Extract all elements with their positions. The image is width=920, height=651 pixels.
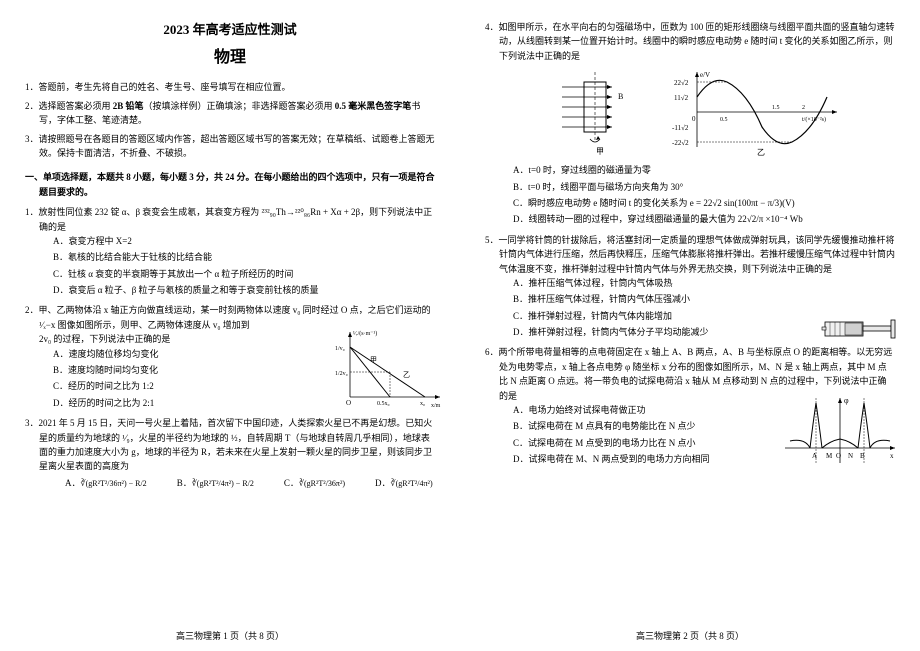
q5-stem: 5．一同学将针筒的针拔除后，将活塞封闭一定质量的理想气体做成弹射玩具，该同学先缓… [499,233,895,276]
q3-opt-d: D．∛(gR²T²/4π²) [375,476,433,491]
q2-label-yi: 乙 [403,371,410,379]
q1-opt-a: A．衰变方程中 X=2 [39,234,435,248]
instruction-2: 2．选择题答案必须用 2B 铅笔（按填涂样例）正确填涂；非选择题答案必须用 0.… [25,99,435,128]
instr2-b2: 0.5 毫米黑色签字笔 [333,101,412,111]
page-2: 4．如图甲所示，在水平向右的匀强磁场中，匝数为 100 匝的矩形线圈绕与线圈平面… [460,0,920,651]
q1-opt-b: B．氡核的比结合能大于钍核的比结合能 [39,250,435,264]
q2-xlabel: x/m [431,403,441,409]
q6-label-n: N [848,452,853,460]
q6-label-m: M [826,452,833,460]
q3-opt-c: C．∛(gR²T²/36π²) [284,476,345,491]
q4-ytick3: -11√2 [672,124,689,132]
instruction-1: 1．答题前，考生先将自己的姓名、考生号、座号填写在相应位置。 [25,80,435,94]
q4-xtick2: 1.5 [772,105,780,111]
q4-ytick2: 11√2 [674,94,689,102]
footer-page-2: 高三物理第 2 页（共 8 页） [460,629,920,643]
q4-stem: 4．如图甲所示，在水平向右的匀强磁场中，匝数为 100 匝的矩形线圈绕与线圈平面… [499,20,895,63]
q1-stem: 1．放射性同位素 232 锭 α、β 衰变会生成氡，其衰变方程为 ²³²₉₀Th… [39,205,435,234]
question-1: 1．放射性同位素 232 锭 α、β 衰变会生成氡，其衰变方程为 ²³²₉₀Th… [25,205,435,297]
q4-xtick1: 0.5 [720,117,728,123]
q4-opt-c: C．瞬时感应电动势 e 随时间 t 的变化关系为 e = 22√2 sin(10… [499,196,895,210]
q4-opt-a: A．t=0 时，穿过线圈的磁通量为零 [499,163,895,177]
q6-label-a: A [812,452,817,460]
q5-opt-b: B．推杆压缩气体过程，针筒内气体压强减小 [499,292,895,306]
q6-xlabel: x [890,452,894,460]
q2-ylabel: ¹⁄ᵥ/(s·m⁻¹) [353,330,377,337]
q2-figure: 甲 乙 1/v₀ 1/2v₀ O 0.5x₀ x₀ x/m ¹⁄ᵥ/(s·m⁻¹… [335,327,445,412]
q4-origin: 0 [692,115,696,123]
q4-label-jia: 甲 [596,147,604,156]
q6-ylabel: φ [844,396,849,405]
instr2-mid: （按填涂样例）正确填涂；非选择题答案必须用 [144,101,333,111]
q6-chart-svg: A M O N B x φ [780,393,900,468]
question-6: 6．两个所带电荷量相等的点电荷固定在 x 轴上 A、B 两点，A、B 与坐标原点… [485,345,895,466]
q3-stem: 3．2021 年 5 月 15 日，天问一号火星上着陆，首次留下中国印迹，人类探… [39,416,435,474]
q3-opt-b: B．∛(gR²T²/4π²) − R/2 [177,476,254,491]
question-5: 5．一同学将针筒的针拔除后，将活塞封闭一定质量的理想气体做成弹射玩具，该同学先缓… [485,233,895,340]
q4-opt-d: D．线圈转动一圈的过程中，穿过线圈磁通量的最大值为 22√2/π ×10⁻⁴ W… [499,212,895,226]
q2-xtick2: x₀ [420,401,425,407]
q4-xlabel: t/(×10⁻²s) [802,116,826,123]
q4-fig-left: B 甲 [552,67,652,157]
q2-chart-svg: 甲 乙 1/v₀ 1/2v₀ O 0.5x₀ x₀ x/m ¹⁄ᵥ/(s·m⁻¹… [335,327,445,412]
q1-opt-d: D．衰变后 α 粒子、β 粒子与氡核的质量之和等于衰变前钍核的质量 [39,283,435,297]
question-4: 4．如图甲所示，在水平向右的匀强磁场中，匝数为 100 匝的矩形线圈绕与线圈平面… [485,20,895,227]
instr2-b1: 2B 铅笔 [111,101,144,111]
q4-figures: B 甲 22√2 11√2 -11√2 -22√2 0 0.5 1.5 2 [499,67,895,157]
q6-figure: A M O N B x φ [780,393,900,468]
q2-xtick1: 0.5x₀ [377,401,390,407]
title-main: 2023 年高考适应性测试 [25,20,435,41]
q6-label-b: B [860,452,865,460]
page-1: 2023 年高考适应性测试 物理 1．答题前，考生先将自己的姓名、考生号、座号填… [0,0,460,651]
q4-xtick3: 2 [802,105,805,111]
section-1-head: 一、单项选择题，本题共 8 小题，每小题 3 分，共 24 分。在每小题给出的四… [25,170,435,199]
title-sub: 物理 [25,45,435,71]
q3-opt-a: A．∛(gR²T²/36π²) − R/2 [65,476,147,491]
q4-fig-right: 22√2 11√2 -11√2 -22√2 0 0.5 1.5 2 t/(×10… [672,67,842,157]
footer-page-1: 高三物理第 1 页（共 8 页） [0,629,460,643]
q1-opt-c: C．钍核 α 衰变的半衰期等于其放出一个 α 粒子所经历的时间 [39,267,435,281]
question-2: 2．甲、乙两物体沿 x 轴正方向做直线运动，某一时刻两物体以速度 v₀ 同时经过… [25,303,435,410]
q2-ytick1: 1/v₀ [335,346,345,352]
q4-label-b: B [618,92,623,101]
question-3: 3．2021 年 5 月 15 日，天问一号火星上着陆，首次留下中国印迹，人类探… [25,416,435,490]
q2-origin: O [346,399,351,407]
q3-opts: A．∛(gR²T²/36π²) − R/2 B．∛(gR²T²/4π²) − R… [39,476,435,491]
q4-ylabel: e/V [700,71,710,79]
instr2-pre: 2．选择题答案必须用 [25,101,111,111]
q4-opt-b: B．t=0 时，线圈平面与磁场方向夹角为 30° [499,180,895,194]
q4-ytick4: -22√2 [672,139,689,147]
q4-ytick1: 22√2 [674,79,689,87]
q2-label-jia: 甲 [370,356,377,364]
q6-label-o: O [836,452,841,460]
q5-opt-a: A．推杆压缩气体过程，针筒内气体吸热 [499,276,895,290]
instruction-3: 3．请按照题号在各题目的答题区域内作答，超出答题区域书写的答案无效；在草稿纸、试… [25,132,435,161]
q4-label-yi: 乙 [757,148,765,157]
q2-ytick2: 1/2v₀ [335,371,348,377]
